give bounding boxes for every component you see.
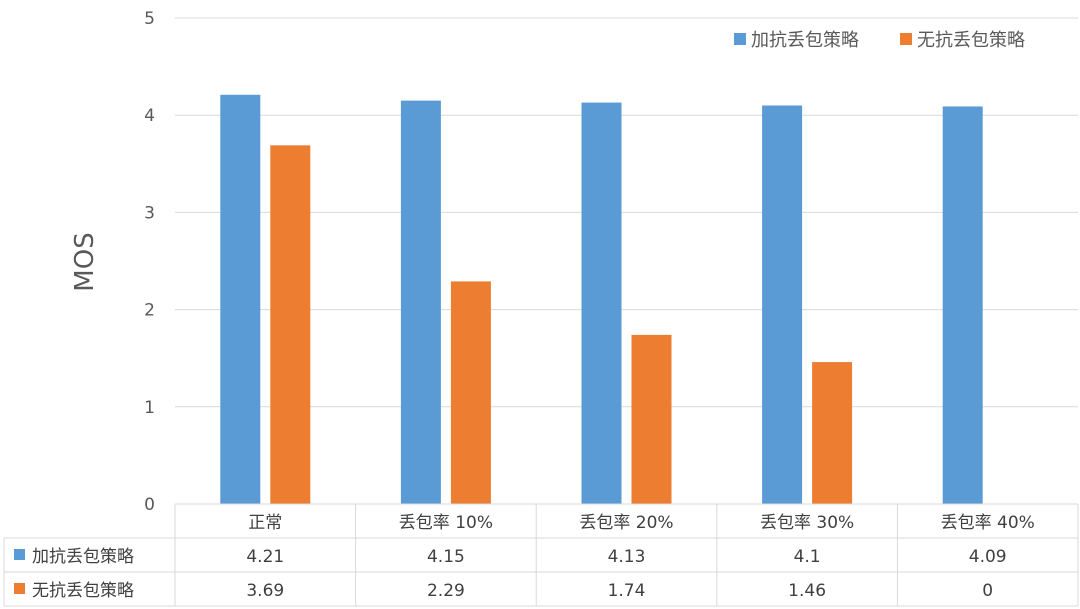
y-tick-label: 3 (144, 203, 155, 223)
y-tick-label: 1 (144, 398, 155, 418)
bar (400, 100, 441, 505)
bar (581, 102, 622, 505)
table-cell-value: 4.15 (427, 547, 465, 567)
legend-label: 加抗丢包策略 (751, 30, 859, 51)
x-category-label: 正常 (248, 513, 282, 533)
legend-label: 无抗丢包策略 (917, 30, 1025, 51)
legend-swatch (900, 33, 912, 45)
bar (942, 106, 983, 505)
table-cell-value: 1.46 (788, 581, 826, 601)
table-cell-value: 3.69 (246, 581, 284, 601)
bar (762, 105, 803, 504)
table-cell-value: 4.1 (794, 547, 821, 567)
y-tick-label: 5 (144, 9, 155, 29)
legend-swatch (734, 33, 746, 45)
y-axis-title: MOS (70, 232, 100, 291)
x-category-label: 丢包率 30% (760, 513, 854, 533)
data-table: 正常 丢包率 10% 丢包率 20% 丢包率 30% 丢包率 40% 加抗丢包策略 4.21… (3, 503, 1079, 607)
bar (812, 362, 853, 504)
bar (450, 281, 491, 504)
y-tick-label: 4 (144, 106, 155, 126)
table-row-label: 加抗丢包策略 (32, 547, 134, 567)
x-category-label: 丢包率 40% (941, 513, 1035, 533)
table-cell-value: 4.21 (246, 547, 284, 567)
table-legend-key (14, 549, 25, 560)
y-tick-label: 0 (144, 495, 155, 515)
bar (220, 94, 261, 505)
bars (220, 94, 983, 505)
y-tick-label: 2 (144, 301, 155, 321)
gridlines (175, 17, 1078, 505)
legend: 加抗丢包策略 无抗丢包策略 (734, 30, 1025, 51)
bar (631, 334, 672, 504)
table-cell-value: 4.13 (608, 547, 646, 567)
y-axis-ticks: 0 1 2 3 4 5 (144, 9, 155, 515)
bar (270, 145, 311, 504)
x-category-label: 丢包率 10% (399, 513, 493, 533)
table-cell-value: 4.09 (969, 547, 1007, 567)
x-category-label: 丢包率 20% (579, 513, 673, 533)
table-cell-value: 0 (982, 581, 993, 601)
table-legend-key (14, 583, 25, 594)
table-row-label: 无抗丢包策略 (32, 581, 134, 601)
table-cell-value: 1.74 (608, 581, 646, 601)
table-cell-value: 2.29 (427, 581, 465, 601)
